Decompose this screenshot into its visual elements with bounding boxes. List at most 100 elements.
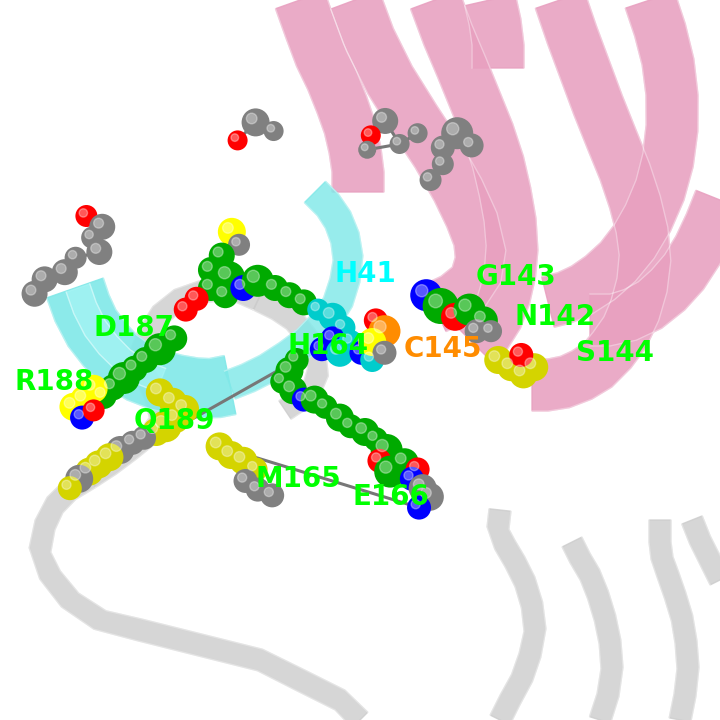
Circle shape bbox=[155, 415, 167, 428]
Circle shape bbox=[323, 307, 334, 318]
Circle shape bbox=[146, 379, 174, 406]
Circle shape bbox=[319, 303, 346, 330]
Circle shape bbox=[210, 437, 221, 448]
Circle shape bbox=[338, 330, 363, 354]
Circle shape bbox=[70, 469, 81, 480]
Circle shape bbox=[410, 462, 419, 471]
Circle shape bbox=[89, 455, 100, 466]
Circle shape bbox=[359, 328, 386, 356]
Circle shape bbox=[395, 453, 406, 464]
Circle shape bbox=[250, 482, 259, 491]
Circle shape bbox=[379, 461, 392, 473]
Circle shape bbox=[176, 400, 186, 410]
Circle shape bbox=[459, 299, 471, 311]
Circle shape bbox=[32, 266, 58, 292]
Circle shape bbox=[349, 341, 374, 365]
Polygon shape bbox=[330, 0, 506, 331]
Circle shape bbox=[242, 265, 274, 297]
Circle shape bbox=[400, 467, 424, 491]
Circle shape bbox=[238, 473, 247, 482]
Circle shape bbox=[113, 367, 125, 379]
Circle shape bbox=[222, 222, 233, 233]
Circle shape bbox=[502, 358, 513, 369]
Circle shape bbox=[446, 307, 456, 318]
Circle shape bbox=[441, 303, 469, 330]
Circle shape bbox=[374, 456, 406, 487]
Circle shape bbox=[178, 302, 187, 311]
Circle shape bbox=[326, 339, 354, 366]
Circle shape bbox=[368, 431, 377, 441]
Circle shape bbox=[364, 129, 372, 136]
Circle shape bbox=[498, 354, 525, 381]
Circle shape bbox=[325, 330, 334, 340]
Circle shape bbox=[376, 439, 388, 451]
Circle shape bbox=[149, 338, 161, 351]
Circle shape bbox=[162, 405, 189, 433]
Circle shape bbox=[228, 130, 248, 150]
Circle shape bbox=[274, 374, 284, 383]
Circle shape bbox=[120, 431, 145, 455]
Circle shape bbox=[284, 381, 294, 392]
Polygon shape bbox=[562, 537, 623, 720]
Circle shape bbox=[22, 281, 48, 307]
Circle shape bbox=[248, 462, 257, 471]
Circle shape bbox=[404, 471, 413, 480]
Circle shape bbox=[413, 479, 424, 490]
Circle shape bbox=[230, 275, 256, 301]
Text: Q189: Q189 bbox=[133, 408, 215, 435]
Circle shape bbox=[280, 361, 291, 372]
Polygon shape bbox=[487, 509, 546, 720]
Circle shape bbox=[305, 390, 316, 401]
Circle shape bbox=[150, 410, 181, 442]
Circle shape bbox=[474, 311, 485, 322]
Polygon shape bbox=[84, 279, 263, 487]
Polygon shape bbox=[253, 290, 328, 419]
Circle shape bbox=[393, 138, 400, 145]
Circle shape bbox=[202, 279, 212, 289]
Circle shape bbox=[222, 446, 233, 456]
Text: G143: G143 bbox=[475, 264, 556, 291]
Circle shape bbox=[336, 320, 345, 329]
Circle shape bbox=[26, 285, 36, 295]
Circle shape bbox=[260, 483, 284, 508]
Circle shape bbox=[313, 395, 338, 419]
Circle shape bbox=[310, 337, 334, 361]
Text: S144: S144 bbox=[576, 339, 654, 366]
Circle shape bbox=[276, 357, 303, 384]
Circle shape bbox=[459, 133, 484, 158]
Circle shape bbox=[159, 388, 186, 415]
Circle shape bbox=[311, 302, 320, 311]
Circle shape bbox=[86, 239, 112, 265]
Circle shape bbox=[234, 451, 245, 462]
Circle shape bbox=[202, 261, 212, 271]
Polygon shape bbox=[276, 0, 384, 192]
Polygon shape bbox=[47, 278, 236, 418]
Circle shape bbox=[161, 325, 187, 351]
Circle shape bbox=[125, 435, 134, 444]
Circle shape bbox=[58, 476, 82, 500]
Circle shape bbox=[232, 238, 240, 246]
Circle shape bbox=[420, 487, 431, 498]
Circle shape bbox=[307, 299, 329, 320]
Circle shape bbox=[166, 330, 176, 340]
Circle shape bbox=[71, 386, 98, 413]
Circle shape bbox=[514, 365, 525, 376]
Circle shape bbox=[428, 294, 442, 308]
Circle shape bbox=[446, 122, 459, 135]
Circle shape bbox=[289, 352, 298, 361]
Circle shape bbox=[407, 495, 431, 520]
Circle shape bbox=[100, 374, 126, 400]
Circle shape bbox=[264, 121, 284, 141]
Polygon shape bbox=[541, 0, 698, 327]
Text: M165: M165 bbox=[256, 465, 341, 492]
Circle shape bbox=[318, 399, 327, 408]
Circle shape bbox=[163, 392, 174, 403]
Circle shape bbox=[104, 379, 114, 389]
Circle shape bbox=[284, 348, 309, 372]
Circle shape bbox=[74, 410, 84, 419]
Circle shape bbox=[330, 408, 341, 419]
Circle shape bbox=[62, 480, 71, 490]
Circle shape bbox=[489, 351, 500, 361]
Circle shape bbox=[76, 205, 97, 227]
Circle shape bbox=[107, 436, 134, 464]
